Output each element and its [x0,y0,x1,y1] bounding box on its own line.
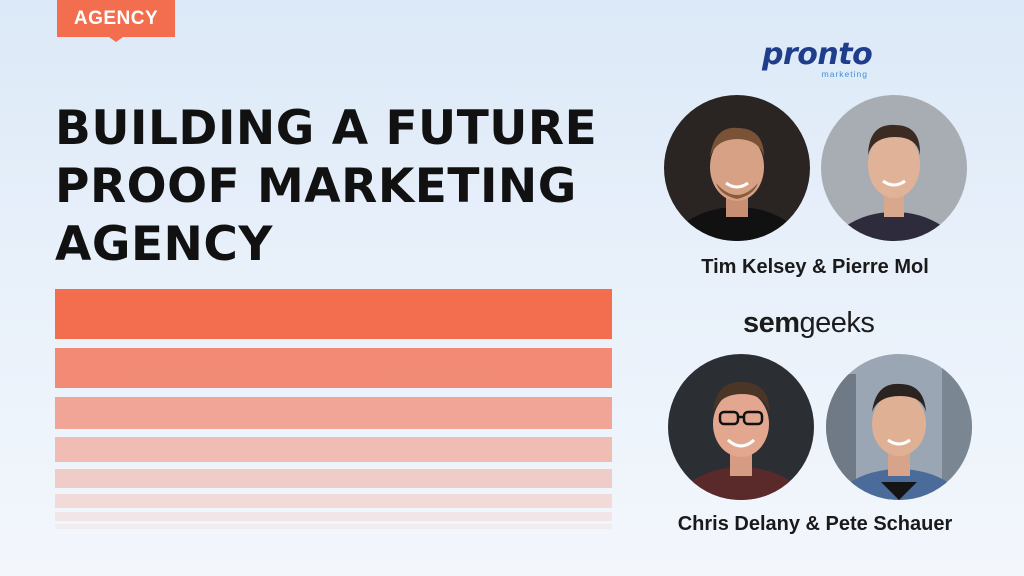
stripe [55,289,612,339]
semgeeks-logo-light: geeks [799,307,875,339]
avatar-pierre-mol [821,95,967,241]
decorative-stripes [55,289,612,529]
speaker-names-pronto: Tim Kelsey & Pierre Mol [701,256,929,278]
speaker-names-semgeeks: Chris Delany & Pete Schauer [677,513,953,535]
stripe [55,469,612,488]
avatar-chris-delany [668,354,814,500]
category-badge-label: AGENCY [73,8,159,29]
stripe [55,437,612,462]
semgeeks-logo-bold: sem [743,307,800,339]
title-line-3: AGENCY [55,217,273,272]
pronto-marketing-logo: pronto marketing [762,40,874,82]
stripe [55,494,612,508]
title-line-2: PROOF MARKETING [55,159,577,214]
stripe [55,524,612,529]
stripe [55,348,612,388]
semgeeks-logo: semgeeks [743,306,875,340]
avatar-tim-kelsey [664,95,810,241]
stripe [55,512,612,521]
category-badge: AGENCY [57,0,175,42]
page-title: BUILDING A FUTURE PROOF MARKETING AGENCY [55,100,635,274]
pronto-logo-sub: marketing [821,69,868,79]
stripe [55,397,612,429]
title-line-1: BUILDING A FUTURE [55,101,598,156]
avatar-pete-schauer [826,354,972,500]
pronto-logo-word: pronto [762,37,873,72]
